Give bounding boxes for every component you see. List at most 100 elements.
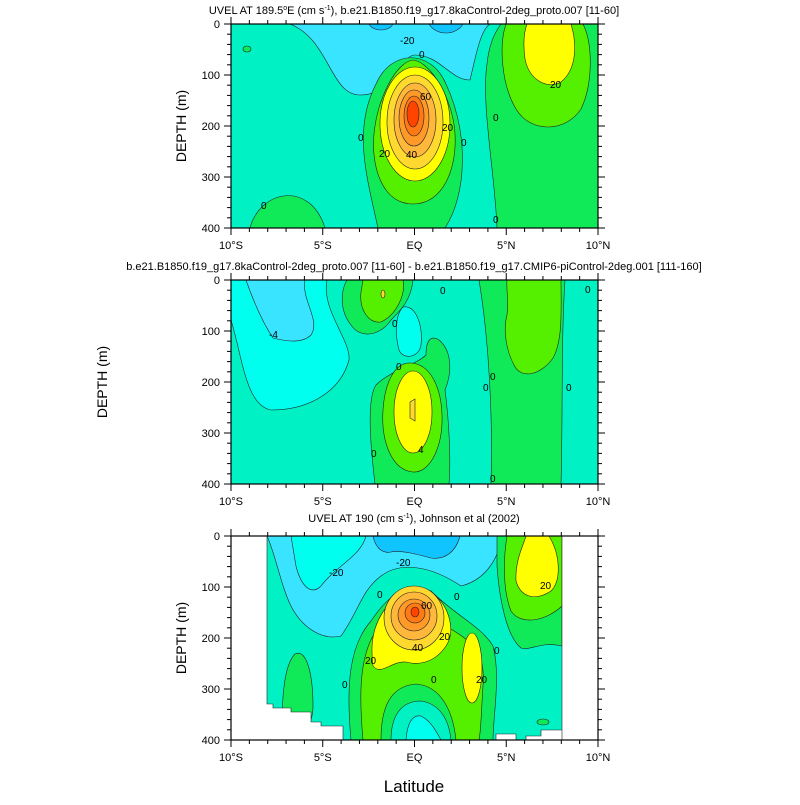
x-tick-label: 10°S (219, 240, 243, 252)
contour-label: 20 (476, 675, 488, 686)
panel-1-contours (231, 24, 598, 228)
contour-label: 0 (493, 215, 499, 226)
x-tick-label: EQ (407, 240, 423, 252)
y-tick-label: 0 (214, 275, 220, 287)
contour-label: 20 (439, 632, 451, 643)
y-tick-label: 400 (202, 735, 220, 747)
y-tick-label: 200 (202, 377, 220, 389)
region-deep-blue (372, 536, 461, 559)
x-tick-label: 10°S (219, 752, 243, 764)
region-gold (380, 289, 386, 299)
region-lime (504, 280, 562, 375)
contour-label: 60 (421, 601, 433, 612)
x-tick-label: 10°S (219, 496, 243, 508)
y-tick-label: 100 (202, 582, 220, 594)
region-yellow (523, 24, 575, 85)
x-tick-label: 5°N (497, 496, 516, 508)
region-red (406, 100, 420, 128)
panel-3: UVEL AT 190 (cm s-1), Johnson et al (200… (173, 513, 610, 764)
contour-label: -20 (329, 568, 344, 579)
panel-1-contour-labels: -20 0 60 20 40 20 0 0 20 0 0 0 (261, 36, 562, 226)
region-green (242, 45, 252, 53)
panel-2: b.e21.B1850.f19_g17.8kaControl-2deg_prot… (94, 261, 702, 508)
contour-label: 0 (585, 285, 591, 296)
contour-label: 40 (412, 643, 424, 654)
y-axis-label: DEPTH (m) (173, 602, 189, 674)
y-tick-label: 400 (202, 223, 220, 235)
contour-label: 0 (490, 372, 496, 383)
contour-label: 20 (365, 656, 377, 667)
x-tick-label: 5°N (497, 240, 516, 252)
contour-label: 0 (261, 201, 267, 212)
contour-label: 0 (358, 133, 364, 144)
x-tick-label: EQ (407, 752, 423, 764)
region-aqua (396, 306, 422, 357)
contour-label: 0 (419, 50, 425, 61)
contour-label: 0 (392, 319, 398, 330)
x-tick-label: EQ (407, 496, 423, 508)
y-tick-label: 200 (202, 633, 220, 645)
contour-label: 0 (440, 286, 446, 297)
panel-1: UVEL AT 189.5oE (cm s-1), b.e21.B1850.f1… (173, 5, 619, 252)
y-tick-label: 100 (202, 326, 220, 338)
x-tick-label: 5°S (314, 752, 332, 764)
missing-data-mask (231, 536, 598, 740)
y-tick-label: 300 (202, 172, 220, 184)
contour-label: 60 (420, 92, 432, 103)
x-tick-label: 10°N (586, 752, 611, 764)
region-cyan (245, 280, 315, 342)
y-axis-label: DEPTH (m) (173, 90, 189, 162)
contour-label: 0 (371, 449, 377, 460)
region-green (536, 718, 550, 726)
panel-2-contours (231, 280, 598, 484)
panel-3-contours (231, 536, 598, 740)
region-aqua (405, 715, 442, 740)
y-tick-label: 200 (202, 121, 220, 133)
contour-label: -20 (396, 558, 411, 569)
region-lime (360, 280, 404, 323)
y-tick-label: 300 (202, 684, 220, 696)
contour-label: 4 (418, 445, 424, 456)
y-tick-label: 100 (202, 70, 220, 82)
panel-2-title: b.e21.B1850.f19_g17.8kaControl-2deg_prot… (126, 261, 701, 273)
x-tick-label: 5°S (314, 240, 332, 252)
contour-label: 0 (431, 675, 437, 686)
contour-label: 0 (566, 383, 572, 394)
contour-label: 40 (406, 150, 418, 161)
region-red (410, 606, 420, 618)
y-tick-label: 400 (202, 479, 220, 491)
contour-label: 20 (550, 80, 562, 91)
contour-label: -20 (400, 36, 415, 47)
contour-label: 20 (379, 149, 391, 160)
panel-2-contour-labels: -4 0 0 0 0 0 4 0 0 0 0 (269, 285, 591, 485)
panel-3-contour-labels: -20 -20 0 60 20 40 20 0 0 20 0 20 0 (329, 558, 552, 691)
x-tick-label: 10°N (586, 496, 611, 508)
contour-label: 0 (494, 646, 500, 657)
x-axis-label: Latitude (384, 777, 445, 796)
contour-label: 0 (377, 590, 383, 601)
contour-label: 0 (483, 383, 489, 394)
x-tick-label: 10°N (586, 240, 611, 252)
x-tick-label: 5°N (497, 752, 516, 764)
region-gold (409, 398, 416, 422)
y-tick-label: 0 (214, 19, 220, 31)
region-aqua (290, 536, 367, 591)
region-yellow (515, 536, 559, 598)
region-cyan (289, 24, 491, 96)
y-axis-label: DEPTH (m) (94, 346, 110, 418)
panel-3-title: UVEL AT 190 (cm s-1), Johnson et al (200… (308, 513, 519, 525)
contour-label: 0 (342, 680, 348, 691)
y-tick-label: 0 (214, 531, 220, 543)
contour-label: 0 (461, 138, 467, 149)
contour-label: -4 (269, 330, 278, 341)
panel-1-title: UVEL AT 189.5oE (cm s-1), b.e21.B1850.f1… (209, 5, 619, 17)
contour-label: 20 (540, 581, 552, 592)
contour-label: 20 (442, 123, 454, 134)
contour-label: 0 (396, 362, 402, 373)
region-yellow (461, 632, 483, 704)
y-tick-label: 300 (202, 428, 220, 440)
